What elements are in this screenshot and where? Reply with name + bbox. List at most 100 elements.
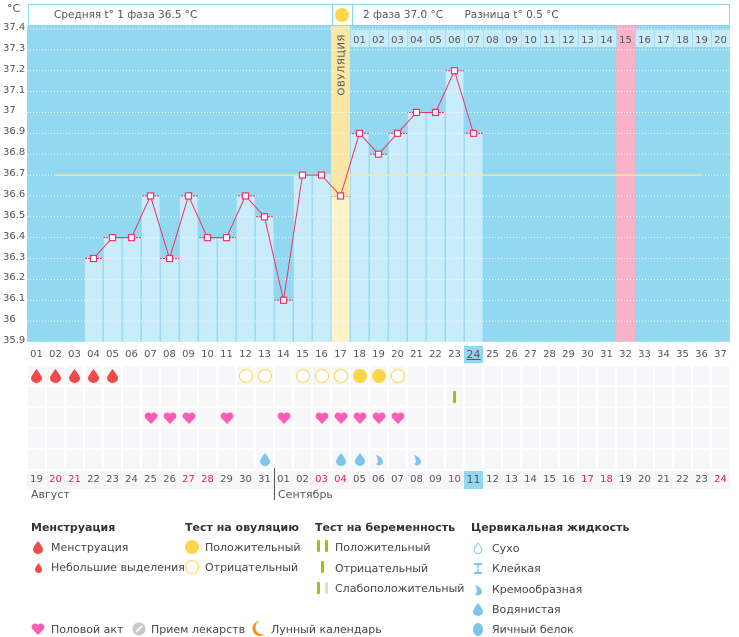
cycle-day-label[interactable]: 10 <box>201 349 214 360</box>
calendar-date[interactable]: 24 <box>122 471 141 489</box>
marker-cell[interactable] <box>47 387 64 406</box>
marker-cell[interactable] <box>465 387 482 406</box>
marker-cell[interactable] <box>332 429 349 448</box>
calendar-date[interactable]: 17 <box>578 471 597 489</box>
cycle-day-label[interactable]: 27 <box>524 349 537 360</box>
marker-cell[interactable] <box>256 387 273 406</box>
cycle-day-label[interactable]: 20 <box>391 349 404 360</box>
marker-cell[interactable] <box>617 429 634 448</box>
calendar-date[interactable]: 21 <box>654 471 673 489</box>
marker-cell[interactable] <box>484 429 501 448</box>
cycle-day-label[interactable]: 16 <box>315 349 328 360</box>
marker-cell[interactable] <box>47 450 64 469</box>
cycle-day-label[interactable]: 28 <box>543 349 556 360</box>
marker-cell[interactable] <box>313 387 330 406</box>
calendar-date[interactable]: 02 <box>293 471 312 489</box>
marker-cell[interactable] <box>465 366 482 385</box>
marker-cell[interactable] <box>85 408 102 427</box>
cycle-day-label[interactable]: 06 <box>125 349 138 360</box>
marker-cell[interactable] <box>294 450 311 469</box>
marker-cell[interactable] <box>446 408 463 427</box>
marker-cell[interactable] <box>66 387 83 406</box>
marker-cell[interactable] <box>389 429 406 448</box>
marker-cell[interactable] <box>617 387 634 406</box>
cycle-day-label[interactable]: 15 <box>296 349 309 360</box>
cycle-day-label[interactable]: 33 <box>638 349 651 360</box>
marker-cell[interactable] <box>85 429 102 448</box>
marker-cell[interactable] <box>275 429 292 448</box>
calendar-date[interactable]: 24 <box>711 471 730 489</box>
calendar-date[interactable]: 12 <box>483 471 502 489</box>
cycle-day-label[interactable]: 17 <box>334 349 347 360</box>
marker-cell[interactable] <box>199 408 216 427</box>
marker-cell[interactable] <box>579 450 596 469</box>
marker-cell[interactable] <box>66 408 83 427</box>
cycle-day-label[interactable]: 14 <box>277 349 290 360</box>
cycle-day-label[interactable]: 32 <box>619 349 632 360</box>
marker-cell[interactable] <box>503 366 520 385</box>
marker-cell[interactable] <box>560 450 577 469</box>
marker-cell[interactable] <box>484 366 501 385</box>
calendar-date[interactable]: 13 <box>502 471 521 489</box>
cycle-day-label[interactable]: 22 <box>429 349 442 360</box>
cycle-day-label[interactable]: 03 <box>68 349 81 360</box>
marker-cell[interactable] <box>636 429 653 448</box>
marker-cell[interactable] <box>560 408 577 427</box>
marker-cell[interactable] <box>503 387 520 406</box>
marker-cell[interactable] <box>104 429 121 448</box>
marker-cell[interactable] <box>180 450 197 469</box>
cycle-day-label[interactable]: 35 <box>676 349 689 360</box>
cycle-day-label[interactable]: 09 <box>182 349 195 360</box>
cycle-day-label[interactable]: 05 <box>106 349 119 360</box>
marker-cell[interactable] <box>579 387 596 406</box>
marker-cell[interactable] <box>123 387 140 406</box>
calendar-date[interactable]: 07 <box>388 471 407 489</box>
calendar-date[interactable]: 21 <box>65 471 84 489</box>
marker-cell[interactable] <box>446 366 463 385</box>
marker-cell[interactable] <box>579 366 596 385</box>
calendar-date[interactable]: 23 <box>103 471 122 489</box>
marker-cell[interactable] <box>28 429 45 448</box>
marker-cell[interactable] <box>218 450 235 469</box>
marker-cell[interactable] <box>484 408 501 427</box>
cycle-day-label[interactable]: 02 <box>49 349 62 360</box>
cycle-day-label[interactable]: 08 <box>163 349 176 360</box>
marker-cell[interactable] <box>237 429 254 448</box>
marker-cell[interactable] <box>199 366 216 385</box>
cycle-day-label[interactable]: 29 <box>562 349 575 360</box>
calendar-date[interactable]: 29 <box>217 471 236 489</box>
marker-cell[interactable] <box>389 450 406 469</box>
marker-cell[interactable] <box>408 429 425 448</box>
marker-cell[interactable] <box>427 366 444 385</box>
marker-cell[interactable] <box>275 366 292 385</box>
marker-cell[interactable] <box>104 387 121 406</box>
marker-cell[interactable] <box>484 387 501 406</box>
calendar-date[interactable]: 04 <box>331 471 350 489</box>
marker-cell[interactable] <box>617 408 634 427</box>
marker-cell[interactable] <box>351 387 368 406</box>
calendar-date[interactable]: 30 <box>236 471 255 489</box>
marker-cell[interactable] <box>636 450 653 469</box>
marker-cell[interactable] <box>256 429 273 448</box>
marker-cell[interactable] <box>294 408 311 427</box>
marker-cell[interactable] <box>161 366 178 385</box>
marker-cell[interactable] <box>28 450 45 469</box>
marker-cell[interactable] <box>541 366 558 385</box>
marker-cell[interactable] <box>123 366 140 385</box>
marker-cell[interactable] <box>579 408 596 427</box>
calendar-date[interactable]: 05 <box>350 471 369 489</box>
marker-cell[interactable] <box>465 429 482 448</box>
marker-cell[interactable] <box>541 429 558 448</box>
marker-cell[interactable] <box>693 429 710 448</box>
marker-cell[interactable] <box>712 408 729 427</box>
marker-cell[interactable] <box>712 429 729 448</box>
marker-cell[interactable] <box>161 387 178 406</box>
cycle-day-label[interactable]: 37 <box>714 349 727 360</box>
marker-cell[interactable] <box>104 450 121 469</box>
marker-cell[interactable] <box>446 450 463 469</box>
calendar-date[interactable]: 26 <box>160 471 179 489</box>
marker-cell[interactable] <box>66 450 83 469</box>
calendar-date[interactable]: 23 <box>692 471 711 489</box>
cycle-day-label[interactable]: 25 <box>486 349 499 360</box>
cycle-day-label[interactable]: 21 <box>410 349 423 360</box>
